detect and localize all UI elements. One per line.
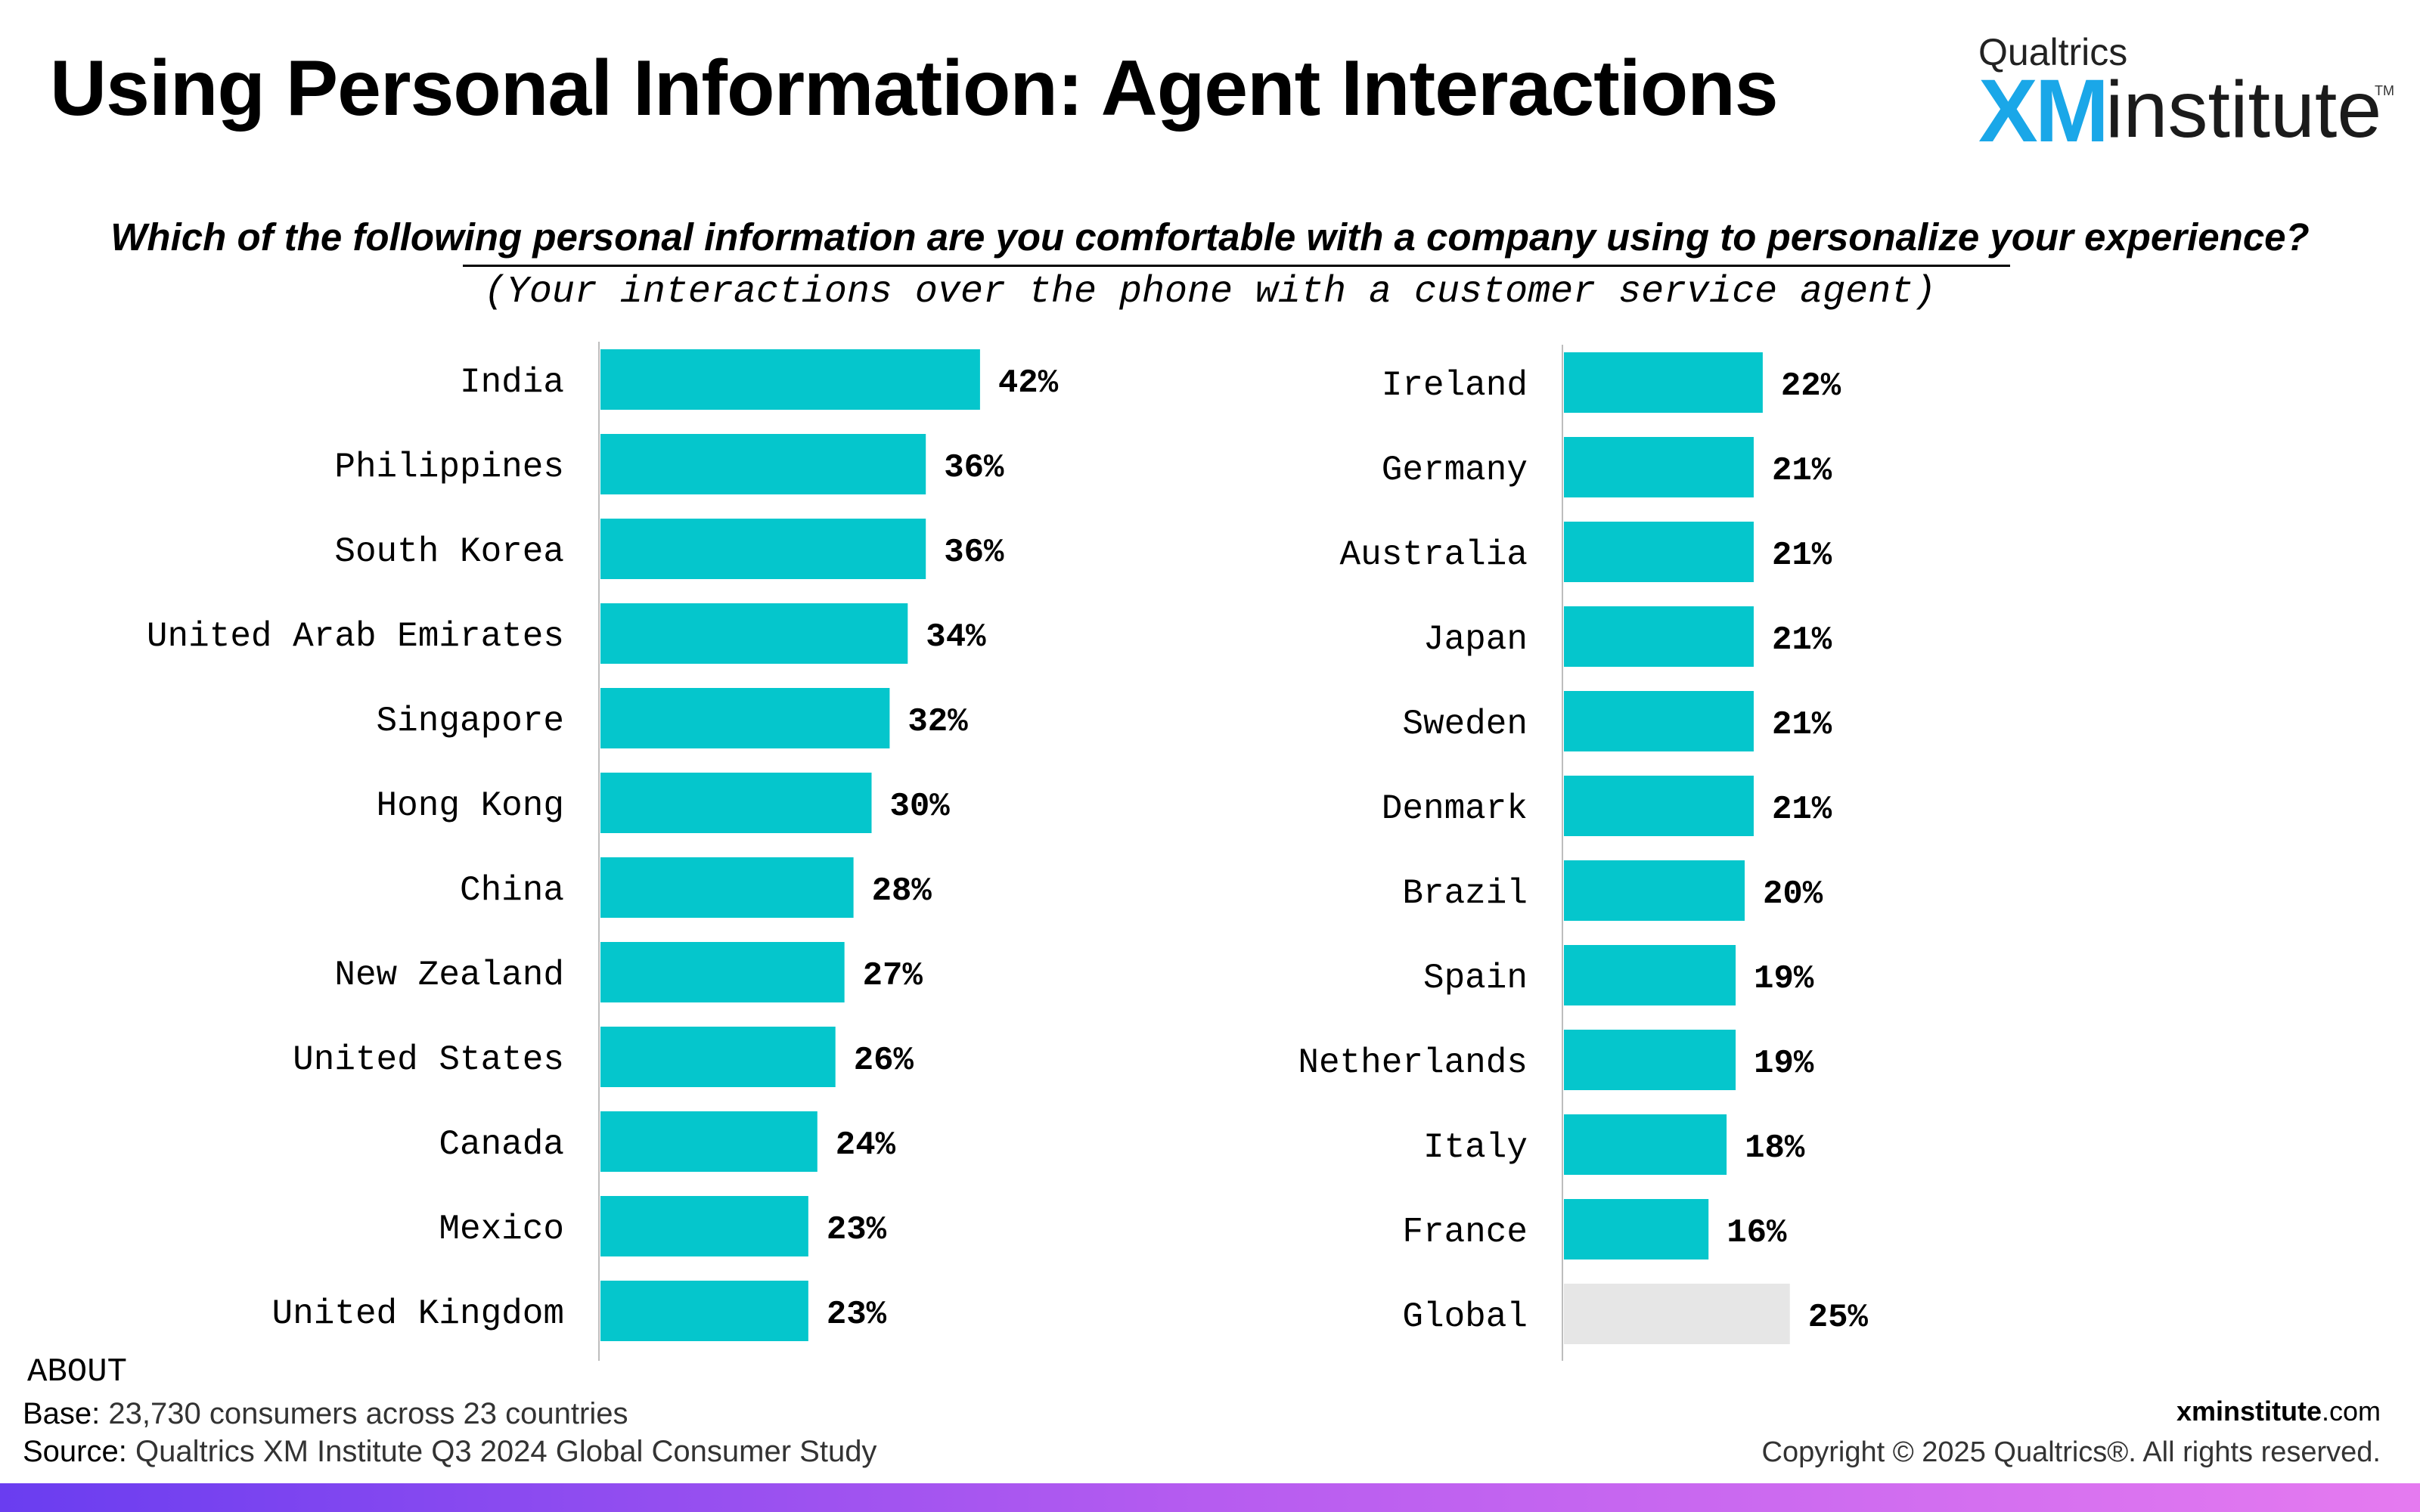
bar-italy [1564,1114,1727,1175]
value-label-denmark: 21% [1772,791,1832,829]
value-label-new-zealand: 27% [863,957,923,995]
value-label-italy: 18% [1745,1129,1805,1167]
bar-spain [1564,945,1736,1005]
category-label-united-states: United States [293,1040,564,1080]
bar-australia [1564,522,1754,582]
category-label-hong-kong: Hong Kong [377,786,564,826]
value-label-united-arab-emirates: 34% [926,618,986,656]
base-line: Base: 23,730 consumers across 23 countri… [23,1397,628,1431]
category-label-spain: Spain [1423,959,1528,998]
bar-united-states [600,1027,836,1087]
category-label-china: China [460,871,564,910]
value-label-united-states: 26% [854,1042,914,1080]
bar-japan [1564,606,1754,667]
bar-new-zealand [600,942,845,1002]
bar-united-kingdom [600,1281,808,1341]
value-label-south-korea: 36% [944,534,1004,572]
value-label-spain: 19% [1754,960,1814,998]
copyright-text: Copyright © 2025 Qualtrics®. All rights … [1762,1436,2381,1469]
value-label-japan: 21% [1772,621,1832,659]
category-label-india: India [460,363,564,402]
bar-canada [600,1111,818,1172]
bar-india [600,349,980,410]
bar-ireland [1564,352,1763,413]
category-label-global: Global [1402,1297,1528,1337]
value-label-global: 25% [1808,1299,1869,1337]
bar-united-arab-emirates [600,603,908,664]
about-heading: ABOUT [27,1353,127,1391]
category-label-ireland: Ireland [1382,366,1528,405]
bar-hong-kong [600,773,872,833]
bar-singapore [600,688,889,748]
bar-sweden [1564,691,1754,751]
value-label-sweden: 21% [1772,706,1832,744]
value-label-australia: 21% [1772,537,1832,575]
category-label-germany: Germany [1382,451,1528,490]
category-label-france: France [1402,1213,1528,1252]
category-label-singapore: Singapore [377,702,564,741]
bar-netherlands [1564,1030,1736,1090]
value-label-united-kingdom: 23% [827,1296,887,1334]
value-label-ireland: 22% [1781,367,1841,405]
site-bold: xminstitute [2176,1396,2322,1427]
category-label-sweden: Sweden [1402,705,1528,744]
value-label-netherlands: 19% [1754,1045,1814,1083]
category-label-denmark: Denmark [1382,789,1528,829]
site-domain: .com [2322,1396,2381,1427]
category-label-mexico: Mexico [439,1210,564,1249]
value-label-germany: 21% [1772,452,1832,490]
category-label-philippines: Philippines [334,448,564,487]
value-label-china: 28% [872,872,932,910]
bar-china [600,857,854,918]
bar-chart: India 42% Philippines 36% South Korea 36% Unit… [0,0,2420,1361]
source-text: Qualtrics XM Institute Q3 2024 Global Co… [135,1435,876,1468]
bar-germany [1564,437,1754,497]
bar-philippines [600,434,926,494]
category-label-south-korea: South Korea [334,532,564,572]
category-label-united-kingdom: United Kingdom [272,1294,564,1334]
value-label-france: 16% [1727,1214,1787,1252]
source-label: Source: [23,1435,127,1468]
category-label-australia: Australia [1340,535,1528,575]
category-label-italy: Italy [1423,1128,1528,1167]
category-label-united-arab-emirates: United Arab Emirates [147,617,564,656]
base-text: 23,730 consumers across 23 countries [108,1397,628,1430]
bar-france [1564,1199,1708,1259]
value-label-philippines: 36% [944,449,1004,487]
source-line: Source: Qualtrics XM Institute Q3 2024 G… [23,1435,876,1469]
bar-denmark [1564,776,1754,836]
base-label: Base: [23,1397,100,1430]
website-link[interactable]: xminstitute.com [2176,1396,2381,1427]
category-label-canada: Canada [439,1125,564,1164]
value-label-brazil: 20% [1763,875,1823,913]
category-label-netherlands: Netherlands [1298,1043,1528,1083]
category-label-new-zealand: New Zealand [334,956,564,995]
footer-gradient-bar [0,1483,2420,1512]
category-label-brazil: Brazil [1402,874,1528,913]
bar-south-korea [600,519,926,579]
value-label-mexico: 23% [827,1211,887,1249]
bar-mexico [600,1196,808,1256]
value-label-hong-kong: 30% [890,788,951,826]
value-label-india: 42% [998,364,1059,402]
bar-brazil [1564,860,1745,921]
bar-global [1564,1284,1790,1344]
value-label-singapore: 32% [908,703,968,741]
category-label-japan: Japan [1423,620,1528,659]
value-label-canada: 24% [836,1126,896,1164]
